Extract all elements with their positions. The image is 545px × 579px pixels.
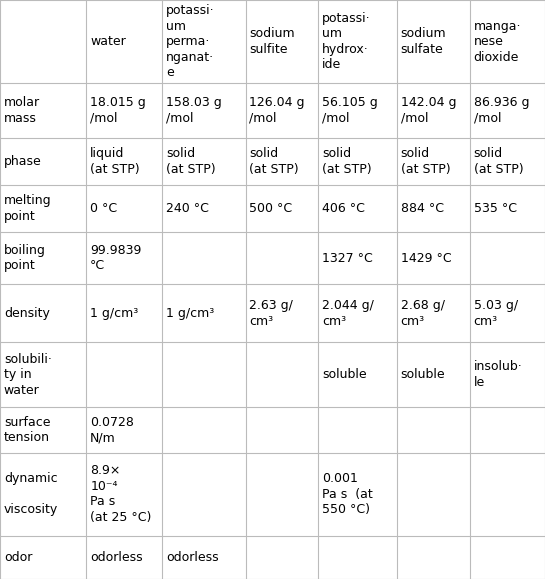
Text: 0.0728
N/m: 0.0728 N/m xyxy=(90,416,134,444)
Text: sodium
sulfite: sodium sulfite xyxy=(250,27,295,56)
Text: 406 °C: 406 °C xyxy=(322,201,365,215)
Text: 142.04 g
/mol: 142.04 g /mol xyxy=(401,96,456,124)
Text: 126.04 g
/mol: 126.04 g /mol xyxy=(250,96,305,124)
Text: odorless: odorless xyxy=(90,551,143,564)
Text: 8.9×
10⁻⁴
Pa s
(at 25 °C): 8.9× 10⁻⁴ Pa s (at 25 °C) xyxy=(90,464,152,524)
Text: 158.03 g
/mol: 158.03 g /mol xyxy=(166,96,222,124)
Text: potassi·
um
perma·
nganat·
e: potassi· um perma· nganat· e xyxy=(166,4,215,79)
Text: 535 °C: 535 °C xyxy=(474,201,517,215)
Text: solubili·
ty in
water: solubili· ty in water xyxy=(4,353,52,397)
Text: 1327 °C: 1327 °C xyxy=(322,252,373,265)
Text: manga·
nese
dioxide: manga· nese dioxide xyxy=(474,20,521,64)
Text: 99.9839
°C: 99.9839 °C xyxy=(90,244,142,272)
Text: soluble: soluble xyxy=(401,368,445,381)
Text: solid
(at STP): solid (at STP) xyxy=(166,147,216,175)
Text: solid
(at STP): solid (at STP) xyxy=(322,147,372,175)
Text: 5.03 g/
cm³: 5.03 g/ cm³ xyxy=(474,299,518,328)
Text: 56.105 g
/mol: 56.105 g /mol xyxy=(322,96,378,124)
Text: surface
tension: surface tension xyxy=(4,416,50,444)
Text: water: water xyxy=(90,35,126,48)
Text: 0.001
Pa s  (at
550 °C): 0.001 Pa s (at 550 °C) xyxy=(322,472,373,516)
Text: 1 g/cm³: 1 g/cm³ xyxy=(90,307,138,320)
Text: 2.63 g/
cm³: 2.63 g/ cm³ xyxy=(250,299,293,328)
Text: melting
point: melting point xyxy=(4,194,51,222)
Text: solid
(at STP): solid (at STP) xyxy=(474,147,523,175)
Text: dynamic

viscosity: dynamic viscosity xyxy=(4,472,58,516)
Text: potassi·
um
hydrox·
ide: potassi· um hydrox· ide xyxy=(322,12,371,71)
Text: 18.015 g
/mol: 18.015 g /mol xyxy=(90,96,146,124)
Text: phase: phase xyxy=(4,155,41,168)
Text: solid
(at STP): solid (at STP) xyxy=(250,147,299,175)
Text: insolub·
le: insolub· le xyxy=(474,361,522,389)
Text: 2.044 g/
cm³: 2.044 g/ cm³ xyxy=(322,299,374,328)
Text: 86.936 g
/mol: 86.936 g /mol xyxy=(474,96,529,124)
Text: 2.68 g/
cm³: 2.68 g/ cm³ xyxy=(401,299,445,328)
Text: odorless: odorless xyxy=(166,551,219,564)
Text: odor: odor xyxy=(4,551,32,564)
Text: 500 °C: 500 °C xyxy=(250,201,293,215)
Text: 1 g/cm³: 1 g/cm³ xyxy=(166,307,214,320)
Text: liquid
(at STP): liquid (at STP) xyxy=(90,147,140,175)
Text: 1429 °C: 1429 °C xyxy=(401,252,451,265)
Text: 884 °C: 884 °C xyxy=(401,201,444,215)
Text: 240 °C: 240 °C xyxy=(166,201,209,215)
Text: soluble: soluble xyxy=(322,368,367,381)
Text: 0 °C: 0 °C xyxy=(90,201,117,215)
Text: boiling
point: boiling point xyxy=(4,244,46,272)
Text: molar
mass: molar mass xyxy=(4,96,40,124)
Text: density: density xyxy=(4,307,50,320)
Text: sodium
sulfate: sodium sulfate xyxy=(401,27,446,56)
Text: solid
(at STP): solid (at STP) xyxy=(401,147,450,175)
